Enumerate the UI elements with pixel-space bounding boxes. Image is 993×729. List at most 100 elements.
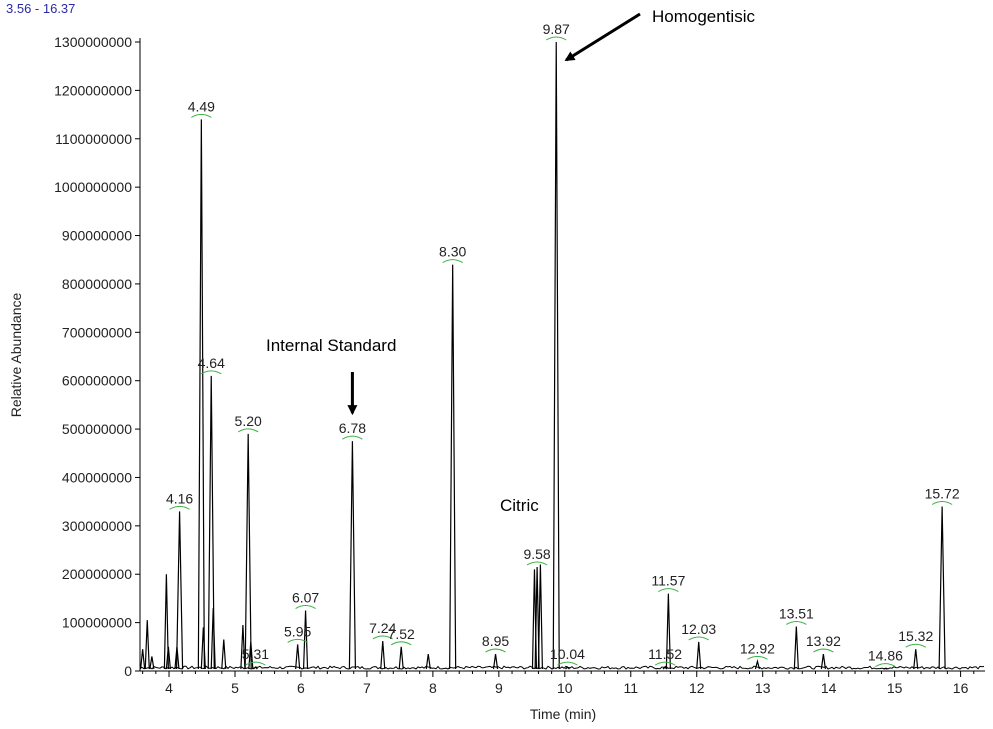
x-axis-title: Time (min) [530,706,596,722]
integration-marker [931,500,953,505]
peak-label: 8.95 [482,633,509,649]
integration-marker [786,620,807,625]
peak-label: 6.07 [292,590,319,606]
peak [534,566,540,670]
x-tick-label: 15 [887,680,903,696]
integration-marker [200,370,222,375]
peak [244,433,252,670]
peak [449,264,457,670]
peak [149,656,155,670]
x-tick-label: 9 [495,680,503,696]
peak [175,511,184,670]
x-tick-label: 10 [557,680,573,696]
peak [144,620,150,670]
y-axis-title: Relative Abundance [8,293,24,418]
integration-marker [442,259,463,263]
y-tick-label: 800000000 [62,276,132,292]
peak [665,593,671,670]
integration-marker [191,113,212,118]
peak [200,627,206,670]
peak [380,640,386,670]
peak [537,564,544,670]
peak-label: 4.49 [188,98,215,114]
peak [302,610,309,670]
arrow-homogentisic [564,12,641,62]
peak [207,375,215,670]
x-tick-label: 13 [755,680,771,696]
peak-label: 4.64 [198,355,225,371]
x-tick-label: 6 [297,680,305,696]
peak-label: 11.52 [648,646,682,662]
integration-marker [557,661,578,666]
peak [820,653,826,670]
peak-label: 5.31 [242,646,269,662]
integration-marker [485,648,506,653]
peak [221,639,227,670]
y-tick-label: 1200000000 [54,82,132,98]
y-tick-label: 100000000 [62,615,132,631]
integration-marker [545,36,567,41]
y-axis-ticks: 0 100000000 200000000 300000000 400000000 500… [54,34,140,679]
peak [938,506,946,670]
x-tick-label: 12 [689,680,705,696]
peak [913,649,919,670]
integration-marker [169,505,190,510]
integration-marker [342,435,363,440]
y-tick-label: 900000000 [62,228,132,244]
x-tick-label: 16 [953,680,969,696]
peak-label: 5.95 [284,623,311,639]
peak [492,653,499,670]
peak [197,119,205,670]
peak-label: 11.57 [651,573,685,589]
integration-marker [372,635,394,640]
integration-marker [658,588,679,593]
peak-labels: 4.16 4.49 4.64 5.20 5.31 5.95 6.07 6.78 7.247.52… [166,21,960,668]
y-tick-label: 200000000 [62,566,132,582]
peak-label: 15.32 [898,628,933,644]
peak-label: 5.20 [235,413,262,429]
peak-label: 4.16 [166,490,193,506]
integration-marker [654,661,676,666]
peak-label: 14.86 [868,648,903,664]
peak-label: 12.03 [681,621,716,637]
peak [295,644,301,670]
peak-label: 10.04 [550,646,585,662]
integration-marker [295,605,316,609]
peak [754,658,761,670]
peak-label: 8.30 [439,244,466,260]
peak [140,649,146,670]
x-tick-label: 8 [429,680,437,696]
integration-marker [390,641,412,646]
peak-label: 13.92 [806,633,841,649]
x-tick-label: 7 [363,680,371,696]
peak [398,646,404,670]
peak-label: 7.24 [369,620,396,636]
peak [253,666,258,670]
peak [163,574,169,670]
peak-label: 9.87 [543,21,570,37]
peak [552,41,560,670]
peak [210,608,216,670]
integration-marker [526,561,548,566]
annotation-citric: Citric [500,496,539,515]
peak [248,641,254,670]
peak-label: 6.78 [339,420,366,436]
annotation-internal-standard: Internal Standard [266,336,396,355]
x-tick-label: 5 [231,680,239,696]
y-tick-label: 500000000 [62,421,132,437]
y-tick-label: 600000000 [62,373,132,389]
chromatogram-trace [139,665,985,670]
time-range-label: 3.56 - 16.37 [6,1,75,16]
integration-marker [905,643,926,648]
peak [565,666,570,670]
peak [793,626,799,670]
integration-marker [245,661,266,666]
peak [348,441,357,670]
x-axis-ticks: 4 5 6 7 8 9 10 11 12 13 14 15 16 [142,671,975,696]
y-tick-label: 1000000000 [54,179,132,195]
y-tick-label: 1100000000 [55,131,132,147]
peak [425,653,431,670]
integration-marker [237,428,259,433]
x-tick-label: 4 [165,680,173,696]
